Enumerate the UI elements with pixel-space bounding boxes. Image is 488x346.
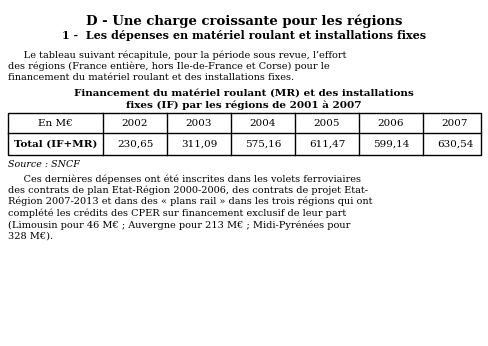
Text: 2004: 2004 [249,118,276,127]
Text: Ces dernières dépenses ont été inscrites dans les volets ferroviaires: Ces dernières dépenses ont été inscrites… [8,174,360,183]
Text: 2005: 2005 [313,118,340,127]
Text: 1 -  Les dépenses en matériel roulant et installations fixes: 1 - Les dépenses en matériel roulant et … [62,30,425,41]
Text: 575,16: 575,16 [244,139,281,148]
Text: 311,09: 311,09 [181,139,217,148]
Text: D - Une charge croissante pour les régions: D - Une charge croissante pour les régio… [85,14,401,27]
Text: 630,54: 630,54 [436,139,472,148]
Text: Source : SNCF: Source : SNCF [8,160,80,169]
Text: Financement du matériel roulant (MR) et des installations: Financement du matériel roulant (MR) et … [74,89,413,98]
Bar [8,113,480,155]
Text: 2006: 2006 [377,118,404,127]
Text: complété les crédits des CPER sur financement exclusif de leur part: complété les crédits des CPER sur financ… [8,209,346,218]
Text: financement du matériel roulant et des installations fixes.: financement du matériel roulant et des i… [8,73,293,82]
Text: En M€: En M€ [38,118,73,127]
Text: 599,14: 599,14 [372,139,408,148]
Text: 328 M€).: 328 M€). [8,231,53,240]
Text: (Limousin pour 46 M€ ; Auvergne pour 213 M€ ; Midi-Pyrénées pour: (Limousin pour 46 M€ ; Auvergne pour 213… [8,220,350,229]
Text: des régions (France entière, hors Ile-de-France et Corse) pour le: des régions (France entière, hors Ile-de… [8,62,329,71]
Text: 2003: 2003 [185,118,212,127]
Text: fixes (IF) par les régions de 2001 à 2007: fixes (IF) par les régions de 2001 à 200… [126,100,361,109]
Text: Total (IF+MR): Total (IF+MR) [14,139,97,148]
Text: Le tableau suivant récapitule, pour la période sous revue, l’effort: Le tableau suivant récapitule, pour la p… [8,50,346,60]
Text: 2007: 2007 [441,118,468,127]
Text: des contrats de plan Etat-Région 2000-2006, des contrats de projet Etat-: des contrats de plan Etat-Région 2000-20… [8,185,367,195]
Text: Région 2007-2013 et dans des « plans rail » dans les trois régions qui ont: Région 2007-2013 et dans des « plans rai… [8,197,372,207]
Text: 230,65: 230,65 [117,139,153,148]
Text: 611,47: 611,47 [308,139,345,148]
Text: 2002: 2002 [122,118,148,127]
